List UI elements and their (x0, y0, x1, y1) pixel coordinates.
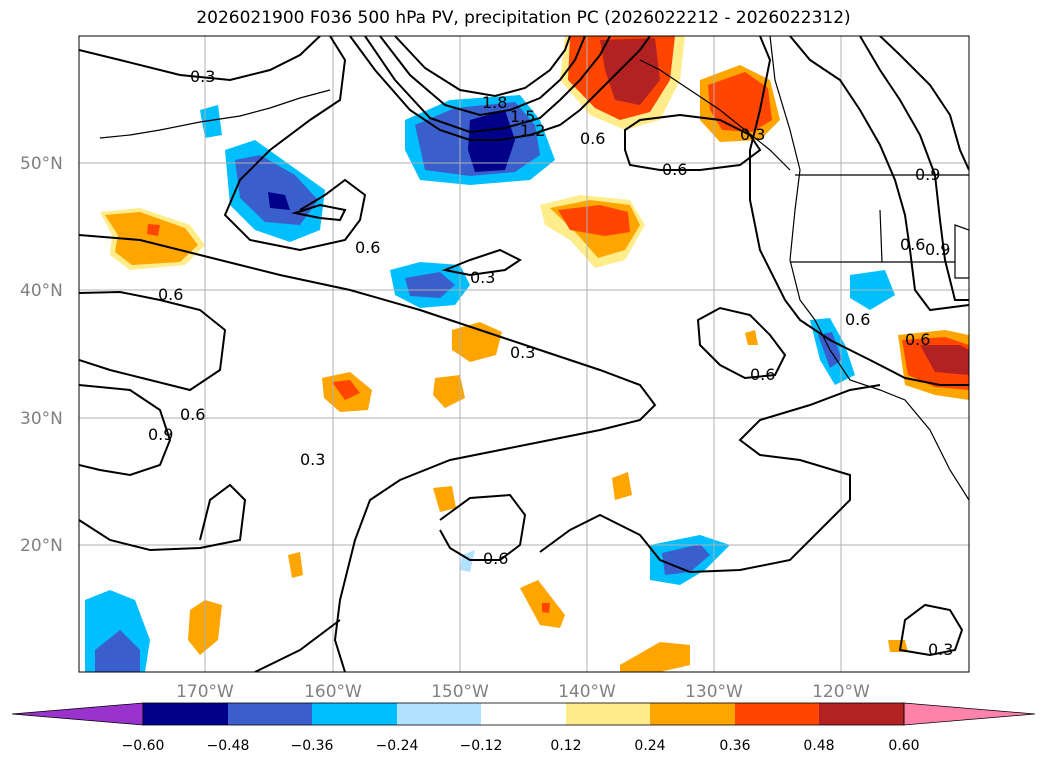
lat-label: 30°N (20, 409, 63, 429)
contour-label: 0.6 (750, 365, 775, 384)
precip-blob-pos (920, 345, 969, 375)
plot-area: 0.3 1.8 1.5 1.2 0.6 0.6 0.3 0.9 0.6 0.3 … (79, 36, 969, 672)
contour-label: 0.6 (158, 285, 183, 304)
precip-blob-pos (745, 330, 758, 345)
contour-labels: 0.3 1.8 1.5 1.2 0.6 0.6 0.3 0.9 0.6 0.3 … (148, 67, 953, 659)
colorbar-tick: −0.24 (376, 738, 419, 754)
contour-label: 0.6 (483, 549, 508, 568)
lon-label: 170°W (176, 682, 234, 702)
colorbar-tick: 0.24 (634, 738, 665, 754)
colorbar-segment (228, 703, 312, 725)
lon-label: 140°W (558, 682, 616, 702)
precip-blob-pos (105, 212, 198, 265)
contour-label: 0.9 (925, 240, 950, 259)
colorbar-segment (735, 703, 819, 725)
longitude-labels: 170°W 160°W 150°W 140°W 130°W 120°W (176, 682, 870, 702)
precip-blob-neg (95, 630, 140, 672)
contour-label: 0.3 (928, 640, 953, 659)
lon-label: 160°W (304, 682, 362, 702)
contour-label: 0.6 (905, 330, 930, 349)
latitude-labels: 50°N 40°N 30°N 20°N (20, 154, 63, 556)
coastline (99, 36, 969, 501)
precip-shading (85, 36, 969, 672)
contour-label: 0.6 (180, 405, 205, 424)
contour-label: 0.3 (470, 268, 495, 287)
contour-label: 0.6 (900, 235, 925, 254)
colorbar-segment (819, 703, 904, 725)
contour-label: 0.3 (190, 67, 215, 86)
pv-contours (79, 36, 969, 672)
colorbar-tick: 0.12 (550, 738, 581, 754)
lon-label: 130°W (685, 682, 743, 702)
colorbar-extend-max (903, 702, 1036, 726)
contour-label: 1.2 (520, 121, 545, 140)
lat-label: 20°N (20, 536, 63, 556)
precip-blob-pos (452, 322, 502, 362)
precip-blob-pos (888, 640, 908, 652)
colorbar-segment (143, 703, 228, 725)
colorbar-tick: 0.36 (719, 738, 750, 754)
contour-label: 0.9 (148, 425, 173, 444)
precip-blob-pos (558, 205, 630, 236)
lon-label: 150°W (431, 682, 489, 702)
precip-blob-pos (147, 224, 160, 236)
colorbar-tick: −0.48 (207, 738, 250, 754)
contour-label: 0.6 (580, 129, 605, 148)
plot-frame (78, 35, 970, 673)
colorbar-tick: 0.60 (888, 738, 919, 754)
contour-label: 0.3 (510, 343, 535, 362)
precip-blob-pos (600, 38, 660, 105)
contour-label: 0.9 (915, 165, 940, 184)
colorbar-segment (566, 703, 650, 725)
colorbar-tick: −0.60 (122, 738, 165, 754)
gridlines (79, 36, 969, 672)
contour-label: 0.6 (355, 238, 380, 257)
contour-label: 1.8 (482, 93, 507, 112)
precip-blob-pos (708, 72, 772, 132)
contour-label: 0.3 (740, 125, 765, 144)
colorbar-segment (650, 703, 735, 725)
precip-blob-pos (433, 486, 456, 512)
contour-label: 0.6 (845, 310, 870, 329)
colorbar-extend-min (11, 702, 144, 726)
lat-label: 40°N (20, 281, 63, 301)
precip-blob-pos (332, 380, 360, 400)
precip-blob-pos (620, 642, 690, 672)
precip-blob-pos (433, 375, 465, 408)
precip-blob-neg (405, 272, 455, 298)
contour-label: 1.5 (510, 107, 535, 126)
colorbar-tick-labels: −0.60 −0.48 −0.36 −0.24 −0.12 0.12 0.24 … (122, 738, 920, 754)
colorbar: −0.60 −0.48 −0.36 −0.24 −0.12 0.12 0.24 … (11, 702, 1036, 754)
precip-blob-pos (288, 552, 303, 578)
lat-label: 50°N (20, 154, 63, 174)
precip-blob-pos (612, 472, 632, 500)
precip-blob-neg (662, 544, 710, 575)
map-title: 2026021900 F036 500 hPa PV, precipitatio… (196, 8, 851, 28)
contour-label: 0.6 (662, 160, 687, 179)
colorbar-tick: −0.12 (460, 738, 503, 754)
colorbar-segment (312, 703, 397, 725)
lon-label: 120°W (812, 682, 870, 702)
precip-blob-neg (268, 192, 290, 210)
colorbar-tick: −0.36 (291, 738, 334, 754)
contour-label: 0.3 (300, 450, 325, 469)
precip-blob-neg (235, 155, 318, 225)
colorbar-tick: 0.48 (803, 738, 834, 754)
colorbar-segment (397, 703, 481, 725)
colorbar-segment (481, 703, 566, 725)
precip-blob-pos (542, 603, 550, 613)
